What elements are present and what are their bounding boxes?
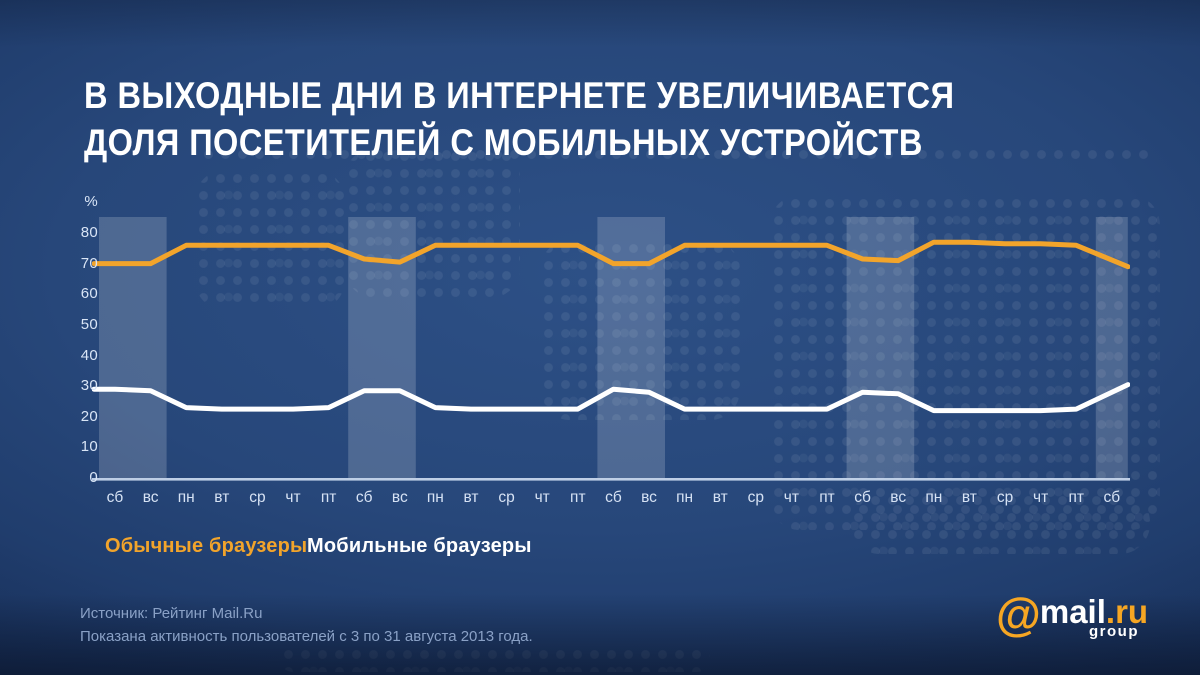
page-title: В ВЫХОДНЫЕ ДНИ В ИНТЕРНЕТЕ УВЕЛИЧИВАЕТСЯ…	[84, 72, 954, 166]
y-tick-label: 10	[80, 438, 98, 456]
x-tick-label: вс	[391, 489, 408, 506]
x-tick-label: пт	[1068, 489, 1084, 506]
x-tick-label: ср	[498, 489, 515, 506]
x-tick-label: вт	[214, 489, 230, 506]
x-tick-label: сб	[854, 489, 871, 506]
x-tick-label: чт	[285, 489, 301, 506]
title-line-2: ДОЛЯ ПОСЕТИТЕЛЕЙ С МОБИЛЬНЫХ УСТРОЙСТВ	[84, 122, 923, 163]
legend-regular-browsers: Обычные браузеры	[105, 535, 308, 557]
x-tick-label: чт	[1033, 489, 1049, 506]
x-axis: сб вс пн вт ср чт пт сб вс пн вт ср чт пт сб вс пн вт ср чт…	[0, 489, 1200, 509]
x-tick-label: пн	[426, 489, 444, 506]
legend-mobile-browsers: Мобильные браузеры	[307, 535, 532, 557]
map-dots-cluster	[280, 646, 710, 672]
y-tick-label: 80	[80, 224, 98, 241]
mailru-at-icon: @	[996, 588, 1041, 640]
y-tick-label: 70	[80, 254, 98, 272]
chart-svg	[92, 217, 1130, 481]
weekend-band	[597, 217, 665, 478]
x-tick-label: вс	[641, 489, 657, 506]
y-axis: % 80 70 60 50 40 30 20 10 0	[50, 0, 98, 500]
x-tick-label: сб	[1103, 489, 1121, 506]
x-tick-label: пн	[177, 489, 195, 506]
y-tick-label: 40	[80, 346, 98, 364]
x-tick-label: пт	[819, 489, 835, 506]
weekend-band	[99, 217, 167, 478]
title-line-1: В ВЫХОДНЫЕ ДНИ В ИНТЕРНЕТЕ УВЕЛИЧИВАЕТСЯ	[84, 75, 955, 116]
x-tick-label: пт	[570, 489, 586, 506]
y-axis-unit-label: %	[84, 193, 98, 210]
y-tick-label: 30	[80, 377, 98, 395]
x-tick-label: пн	[925, 489, 943, 506]
x-tick-label: сб	[106, 489, 124, 506]
mailru-logo: @mail.ru group	[996, 587, 1148, 643]
x-tick-label: сб	[605, 489, 622, 506]
period-note: Показана активность пользователей с 3 по…	[80, 628, 533, 645]
logo-group-text: group	[1089, 623, 1139, 640]
x-tick-label: ср	[996, 489, 1014, 506]
x-tick-label: чт	[783, 489, 799, 506]
x-tick-label: вт	[712, 489, 728, 506]
x-tick-label: чт	[534, 489, 550, 506]
x-tick-label: вт	[961, 489, 977, 506]
y-tick-label: 20	[80, 407, 98, 425]
x-tick-label: вс	[142, 489, 159, 506]
x-axis-line	[92, 478, 1130, 481]
y-tick-label: 0	[89, 469, 98, 486]
x-tick-label: пт	[320, 489, 337, 506]
x-tick-label: сб	[355, 489, 373, 506]
y-tick-label: 50	[80, 315, 98, 333]
y-tick-label: 60	[80, 285, 98, 303]
footer: Источник: Рейтинг Mail.Ru Показана актив…	[80, 602, 533, 648]
x-tick-label: ср	[747, 489, 764, 506]
x-tick-label: вт	[463, 489, 479, 506]
x-tick-label: вс	[890, 489, 907, 506]
x-tick-label: ср	[249, 489, 266, 506]
x-tick-label: пн	[676, 489, 694, 506]
source-note: Источник: Рейтинг Mail.Ru	[80, 605, 263, 622]
